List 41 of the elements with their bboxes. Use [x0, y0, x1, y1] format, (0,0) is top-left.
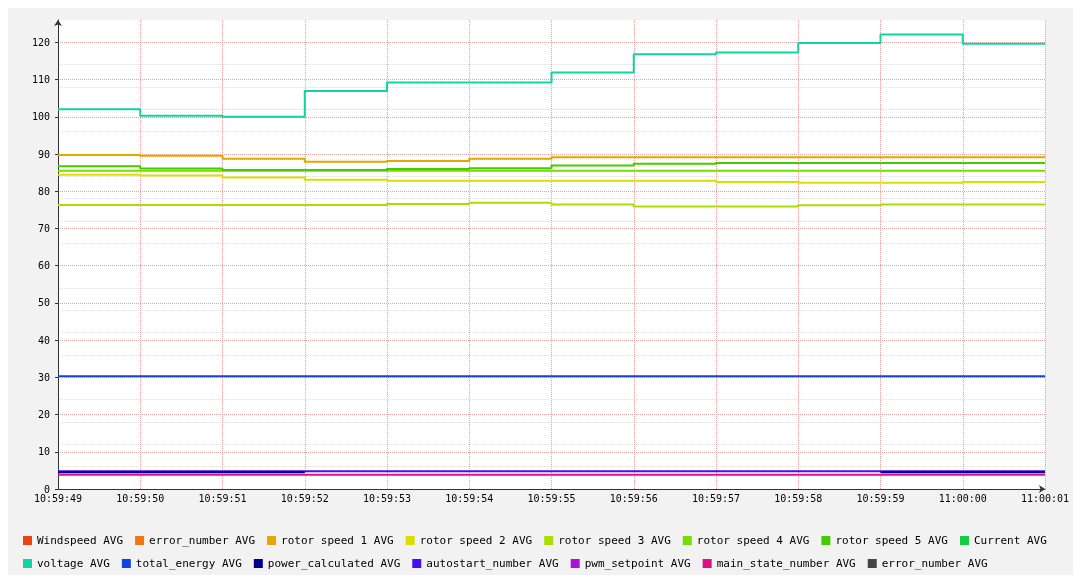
y-tick-label: 80: [37, 185, 50, 197]
x-tick-label: 10:59:51: [198, 492, 247, 504]
x-tick-label: 10:59:57: [691, 492, 741, 504]
y-tick-label: 0: [43, 483, 50, 495]
x-tick-label: 10:59:53: [362, 492, 412, 504]
legend-label: power_calculated AVG: [267, 557, 401, 570]
legend-label: error_number AVG: [881, 557, 988, 570]
x-tick-label: 11:00:00: [938, 492, 987, 504]
y-tick-label: 60: [37, 260, 50, 272]
legend-label: main_state_number AVG: [716, 557, 856, 570]
x-tick-label: 10:59:49: [33, 492, 83, 504]
x-tick-label: 10:59:50: [116, 492, 165, 504]
x-tick-label: 11:00:01: [1020, 492, 1070, 504]
x-tick-label: 10:59:55: [527, 492, 576, 504]
y-tick-label: 30: [37, 371, 50, 383]
x-tick-label: 10:59:56: [609, 492, 658, 504]
y-tick-label: 20: [37, 409, 50, 421]
legend-label: rotor speed 3 AVG: [558, 534, 671, 547]
y-tick-label: 110: [31, 74, 50, 86]
legend-label: rotor speed 5 AVG: [835, 534, 948, 547]
x-tick-label: 10:59:59: [856, 492, 905, 504]
y-tick-label: 70: [37, 222, 50, 234]
legend-label: rotor speed 1 AVG: [281, 534, 394, 547]
x-tick-label: 10:59:54: [445, 492, 494, 504]
legend-label: Current AVG: [973, 534, 1047, 547]
legend-label: pwm_setpoint AVG: [584, 557, 691, 570]
legend-label: total_energy AVG: [135, 557, 242, 570]
y-tick-label: 100: [31, 111, 50, 123]
y-tick-label: 90: [37, 148, 50, 160]
y-tick-label: 50: [37, 297, 50, 309]
x-tick-label: 10:59:58: [774, 492, 823, 504]
legend-label: autostart_number AVG: [426, 557, 559, 570]
legend-label: rotor speed 4 AVG: [696, 534, 810, 547]
x-tick-label: 10:59:52: [280, 492, 329, 504]
y-tick-label: 120: [31, 36, 50, 48]
y-tick-label: 10: [37, 446, 50, 458]
y-tick-label: 40: [37, 334, 50, 346]
legend-label: rotor speed 2 AVG: [419, 534, 533, 547]
legend-label: error_number AVG: [149, 534, 256, 547]
legend-label: Windspeed AVG: [37, 534, 124, 547]
legend-label: voltage AVG: [37, 557, 110, 570]
